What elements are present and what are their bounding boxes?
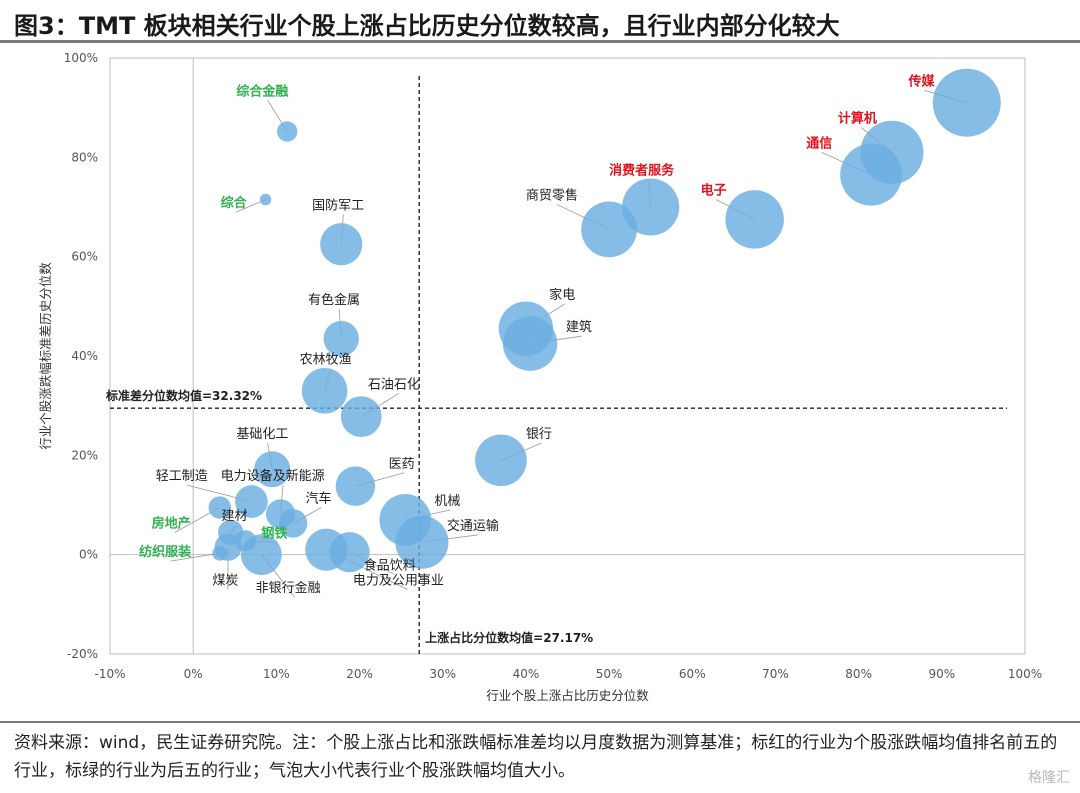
plot-border [109,57,1026,655]
bubble-label: 家电 [549,287,575,303]
bubble [932,68,1001,137]
bubble [840,143,903,206]
x-tick-label: 10% [263,667,290,681]
bubble-label: 纺织服装 [139,544,191,560]
y-tick-label: 20% [71,448,98,462]
bubble-label: 有色金属 [308,292,360,308]
bubble-label: 医药 [389,457,415,472]
x-tick-label: 20% [346,667,373,681]
bubble-label: 综合 [221,195,248,211]
bubble-label: 交通运输 [447,518,499,534]
bubble [329,532,370,573]
bubble-label: 机械 [434,494,460,509]
bubble-label: 电子 [701,183,727,199]
label-leader-line [170,552,220,562]
bubble-label: 银行 [526,427,552,442]
bubble [301,367,348,414]
chart-axes: -10% 0% 10% 20% 30% 40% 50% 60% 70% 80% 90% 100% -20… [38,51,1042,703]
bubble-label: 建筑 [566,319,592,335]
bubble-label: 计算机 [838,111,877,127]
bubble [622,178,680,236]
bubble [502,316,558,371]
watermark: 格隆汇 [1028,770,1070,786]
y-tick-label: -20% [67,647,98,661]
y-tick-label: 0% [79,548,98,562]
bubble-label: 商贸零售 [526,188,578,204]
bubble [208,496,232,519]
bubble [212,545,228,561]
bubble [259,193,272,206]
bubble [254,451,291,488]
x-tick-label: 90% [928,667,955,681]
bubble-label: 轻工制造 [156,469,208,484]
bubble-label: 汽车 [305,491,331,507]
bubble-label: 电力设备及新能源 [221,468,325,484]
y-axis-title: 行业个股涨跌幅标准差历史分位数 [38,262,53,450]
page-title: 图3：TMT 板块相关行业个股上涨占比历史分位数较高，且行业内部分化较大 [14,12,840,40]
x-tick-label: 70% [762,667,789,681]
bubble [235,485,268,518]
bubble [276,121,298,142]
bubble [320,223,363,266]
y-mean-label: 标准差分位数均值=32.32% [105,388,262,403]
source-divider [0,721,1080,723]
bubble-label: 食品饮料 [364,558,416,574]
x-tick-label: 30% [429,667,456,681]
bubble [235,530,257,552]
bubble-series [208,68,1001,576]
x-tick-label: 40% [513,667,540,681]
bubble-label: 煤炭 [212,573,238,588]
bubble [335,466,376,506]
bubble-label: 建材 [221,509,247,524]
bubble-label: 非银行金融 [256,580,321,596]
bubble [323,320,359,357]
bubble [725,190,784,249]
bubble-label: 综合金融 [236,83,288,99]
reference-lines: 上涨占比分位数均值=27.17% 标准差分位数均值=32.32% [105,76,1007,654]
bubble [278,509,308,538]
y-tick-label: 40% [71,349,98,363]
bubble [581,201,637,258]
x-tick-label: 60% [679,667,706,681]
bubble-label: 消费者服务 [609,163,675,179]
x-tick-label: 80% [845,667,872,681]
source-note: 资料来源：wind，民生证券研究院。注：个股上涨占比和涨跌幅标准差均以月度数据为… [14,733,1058,781]
bubble [340,396,382,437]
bubble-label: 电力及公用事业 [353,573,444,588]
bubble [379,494,432,546]
bubble [475,434,527,487]
x-mean-label: 上涨占比分位数均值=27.17% [425,630,593,645]
bubble-label: 传媒 [908,73,936,89]
x-tick-label: 50% [596,667,623,681]
x-axis-title: 行业个股上涨占比历史分位数 [486,688,649,703]
bubble-label: 农林牧渔 [300,352,352,367]
bubble-chart: -10% 0% 10% 20% 30% 40% 50% 60% 70% 80% 90% 100% -20… [38,51,1042,703]
title-divider [0,40,1080,43]
bubble-label: 基础化工 [236,427,288,442]
y-tick-label: 60% [71,250,98,264]
bubble-label: 国防军工 [312,197,364,213]
x-tick-label: 100% [1008,667,1042,681]
bubble-label: 石油石化 [368,377,420,392]
bubble-label: 钢铁 [261,525,287,541]
bubble-label: 房地产 [152,515,191,531]
x-tick-label: -10% [94,667,125,681]
x-tick-label: 0% [184,667,203,681]
y-tick-label: 100% [64,51,98,65]
bubble-label: 通信 [806,135,832,151]
y-tick-label: 80% [71,150,98,164]
